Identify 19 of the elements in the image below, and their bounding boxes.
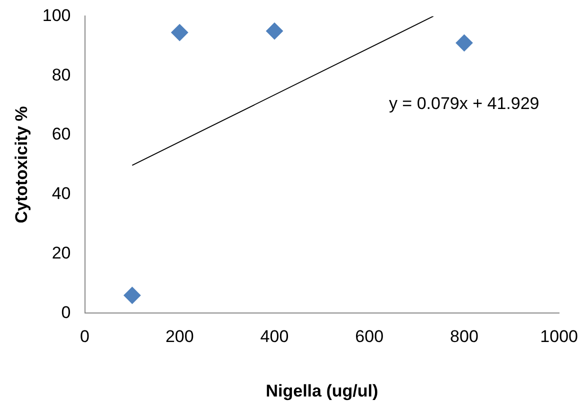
x-tick-label: 0 — [80, 327, 90, 346]
annotation: y = 0.079x + 41.929 — [388, 94, 540, 113]
y-tick-label: 80 — [52, 65, 71, 84]
x-tick-label: 1000 — [540, 327, 578, 346]
y-axis-title: Cytotoxicity % — [12, 106, 31, 224]
x-tick-label: 400 — [260, 327, 289, 346]
x-axis-title: Nigella (ug/ul) — [266, 381, 378, 400]
point — [266, 22, 283, 40]
point — [124, 286, 141, 304]
y-tick-label: 40 — [52, 184, 71, 204]
point — [456, 34, 473, 52]
x-tick-label: 800 — [450, 327, 478, 346]
point — [171, 24, 188, 42]
x-tick-label: 200 — [165, 327, 194, 346]
x-tick-label: 600 — [355, 327, 384, 346]
y-tick-label: 0 — [61, 302, 71, 322]
y-tick-label: 100 — [42, 6, 71, 25]
y-tick-label: 20 — [52, 243, 71, 262]
y-tick-label: 60 — [52, 124, 71, 144]
